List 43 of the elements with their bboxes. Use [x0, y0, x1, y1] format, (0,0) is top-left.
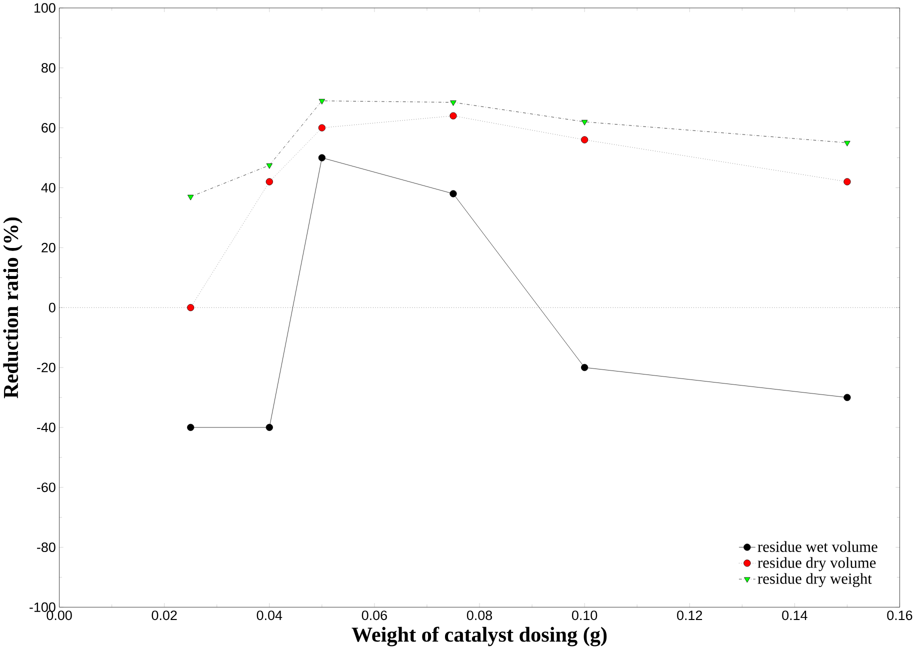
x-tick-label: 0.10	[572, 610, 598, 620]
legend-label: residue dry volume	[758, 556, 876, 571]
y-tick-label: 80	[42, 62, 56, 72]
point	[450, 190, 457, 198]
y-tick-label: -20	[37, 362, 56, 372]
x-tick-label: 0.04	[256, 610, 282, 620]
point	[844, 140, 850, 146]
point	[450, 112, 457, 120]
point	[266, 424, 273, 431]
point	[581, 364, 588, 371]
legend-label: residue dry weight	[758, 572, 872, 587]
x-tick-label: 0.14	[782, 610, 808, 620]
y-tick-label: 40	[41, 182, 56, 192]
y-tick-label: 0	[48, 302, 56, 312]
x-tick-label: 0.08	[466, 610, 492, 620]
point	[187, 304, 194, 311]
y-tick-label: -80	[37, 542, 56, 552]
x-tick-label: 0.06	[362, 610, 387, 620]
point	[581, 136, 588, 144]
point	[844, 394, 851, 401]
point	[188, 194, 194, 200]
x-tick-label: 0.16	[887, 610, 912, 620]
y-tick-label: 100	[34, 2, 56, 12]
point	[187, 424, 194, 431]
legend-label: residue wet volume	[758, 540, 878, 552]
point	[450, 100, 456, 106]
y-tick-label: -40	[37, 422, 56, 432]
x-tick-label: 0.00	[46, 610, 72, 620]
y-tick-label: -60	[37, 482, 56, 492]
point	[266, 163, 273, 169]
x-axis-title: Weight of catalyst dosing (g)	[352, 626, 607, 646]
y-tick-label: 20	[42, 242, 56, 252]
point	[318, 98, 326, 104]
x-tick-label: 0.02	[152, 610, 177, 620]
y-axis-title: Reduction ratio (%)	[3, 217, 22, 398]
point	[581, 120, 588, 126]
y-tick-label: -100	[30, 602, 56, 612]
y-tick-label: 60	[42, 122, 56, 132]
point	[844, 178, 851, 186]
point	[266, 178, 273, 186]
x-tick-label: 0.12	[677, 610, 702, 620]
point	[318, 124, 326, 132]
point	[318, 154, 326, 162]
